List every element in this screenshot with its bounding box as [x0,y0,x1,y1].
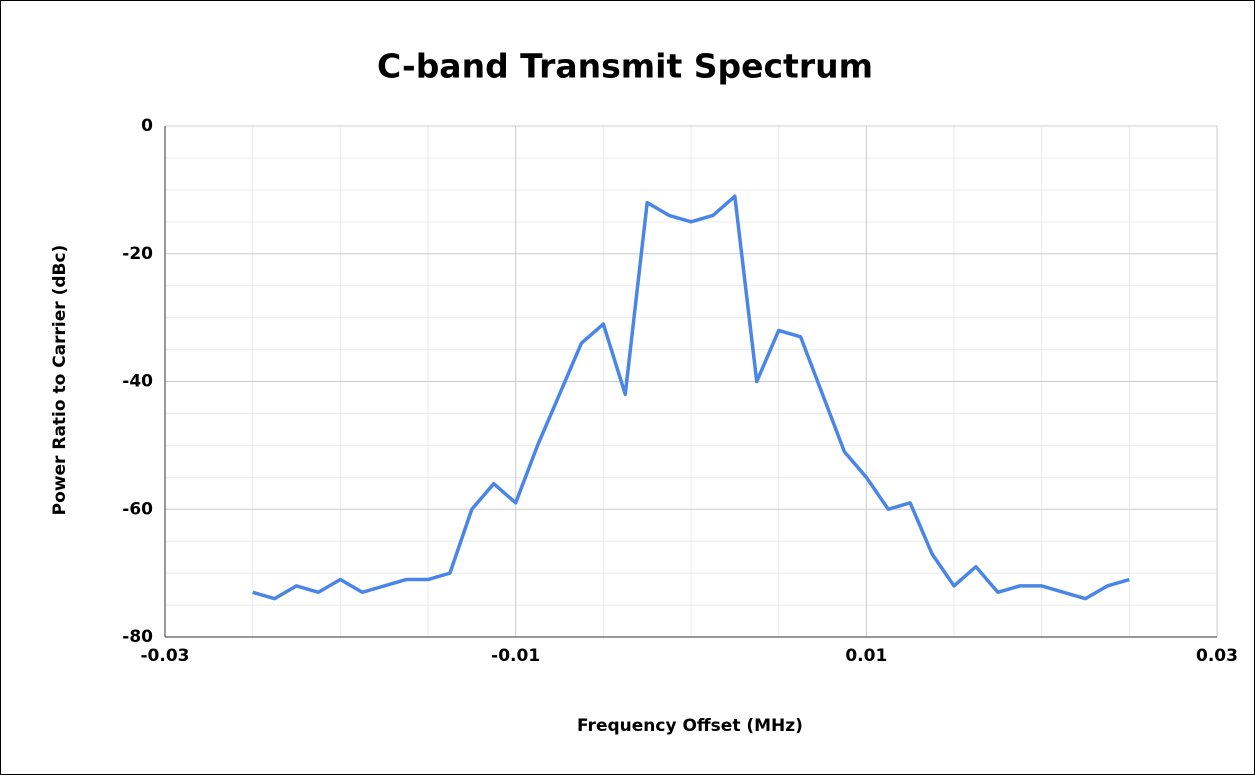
y-tick-label: -20 [122,244,153,264]
y-tick-label: 0 [141,116,153,136]
x-axis-label: Frequency Offset (MHz) [577,716,803,736]
x-tick-label: 0.03 [1196,646,1238,666]
y-tick-label: -40 [122,372,153,392]
y-axis-label: Power Ratio to Carrier (dBc) [50,245,70,516]
x-tick-label: -0.03 [141,646,190,666]
y-tick-label: -60 [122,499,153,519]
y-tick-label: -80 [122,627,153,647]
x-tick-label: 0.01 [845,646,887,666]
chart-title: C-band Transmit Spectrum [377,47,873,86]
data-line [252,194,1130,601]
x-tick-label: -0.01 [491,646,540,666]
